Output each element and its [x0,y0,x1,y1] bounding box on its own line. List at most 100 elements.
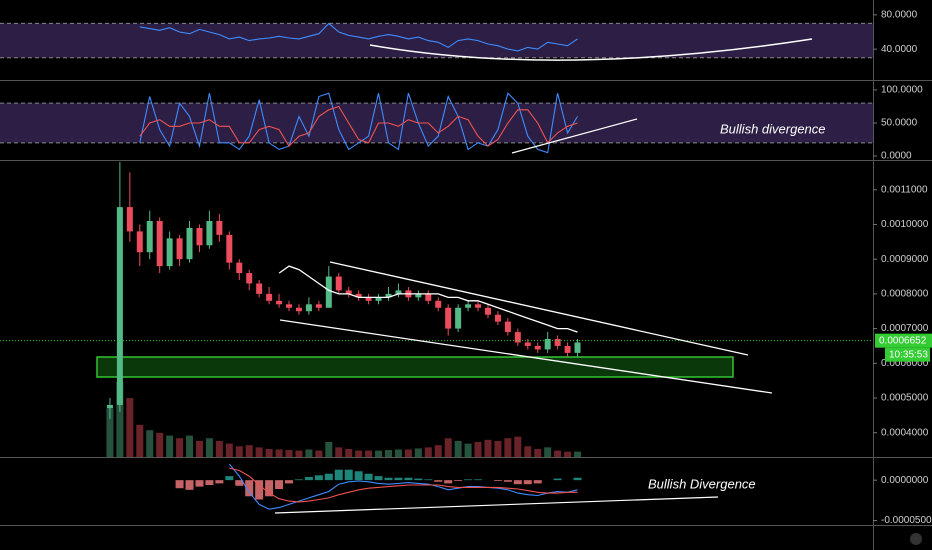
rsi-trendline [369,38,813,61]
y-tick-label: 0.0011000 [881,184,928,195]
candle-body [524,342,531,346]
volume-bar [384,450,392,457]
volume-bar [345,448,353,457]
candle-body [514,332,521,343]
y-tick-label: 0.0010000 [881,219,929,230]
volume-bar [365,450,373,457]
volume-bar [534,448,542,457]
candle-body [206,221,213,246]
candle-body [136,231,143,253]
histogram-bar [384,477,393,481]
volume-bar [524,446,532,457]
histogram-bar [424,479,433,481]
y-tick-label: 80.0000 [881,9,918,20]
volume-bar [295,450,303,457]
histogram-bar [434,480,443,482]
candle-body [425,293,432,301]
histogram-bar [195,480,204,487]
y-tick-label: 0.0009000 [881,254,929,265]
candle-body [186,227,193,260]
histogram-bar [175,480,184,489]
volume-bar [325,442,333,457]
stoch-trendline [511,118,638,154]
histogram-bar [474,479,483,481]
volume-bar [355,450,363,457]
volume-bar [166,435,174,457]
candle-body [375,297,382,301]
candle-body [345,290,352,294]
help-icon[interactable] [910,533,922,545]
y-tick-label: 0.0005000 [881,393,929,404]
candle-body [305,304,312,312]
volume-bar [225,443,233,457]
marks-layer [0,22,873,510]
candle-body [455,307,462,329]
candle-body [484,307,491,315]
histogram-bar [304,476,313,481]
histogram-bar [275,480,284,490]
background-layer [0,22,873,144]
candle-body [415,293,422,298]
candle-body [534,345,541,350]
y-tick-label: 0.0006000 [881,358,929,369]
volume-bar [544,447,552,457]
volume-bar [414,448,422,457]
candle-body [146,221,153,253]
band [0,103,873,143]
y-tick-label: -0.0000500 [881,515,932,526]
volume-bar [215,440,223,457]
line [139,22,578,52]
volume-bar [136,424,144,457]
candle-body [395,290,402,294]
volume-bar [454,440,462,457]
histogram-bar [464,479,473,481]
countdown-tag [885,347,930,362]
candle-body [385,293,392,298]
volume-bar [464,443,472,457]
histogram-bar [205,480,214,485]
volume-bar [514,436,522,457]
volume-bar [205,438,213,457]
candle-body [365,297,372,301]
histogram-bar [334,469,343,481]
line [228,463,578,510]
line [139,105,578,147]
histogram-bar [394,477,403,481]
countdown-label: 10:35:53 [889,349,928,360]
band [0,23,873,58]
volume-bar [335,447,343,457]
histogram-bar [374,476,383,481]
y-tick-label: 0.0007000 [881,323,929,334]
y-tick-label: 40.0000 [881,44,918,55]
candle-body [475,304,482,308]
annotation: Bullish divergence [720,121,826,136]
candle-body [276,300,283,305]
histogram-bar [573,477,582,481]
histogram-bar [245,480,254,497]
line [139,92,578,154]
candle-body [196,227,203,246]
y-tick-label: 0.0008000 [881,289,929,300]
volume-bar [315,450,323,457]
volume-bar [494,440,502,457]
histogram-bar [364,473,373,481]
volume-bar [195,440,203,457]
volume-bar [146,430,154,457]
line [278,265,578,333]
volume-bar [305,449,313,457]
volume-bar [444,438,452,457]
volume-bar [285,450,293,457]
histogram-bar [444,480,453,484]
histogram-bar [235,480,244,486]
candle-body [216,221,223,235]
candle-body [226,234,233,263]
histogram-bar [265,480,274,497]
histogram-bar [513,480,522,485]
candle-body [286,304,293,308]
candle-body [246,273,253,284]
macd-trendline [274,496,719,514]
histogram-bar [225,476,234,481]
volume-bar [106,408,114,457]
volume-bar [574,451,582,457]
